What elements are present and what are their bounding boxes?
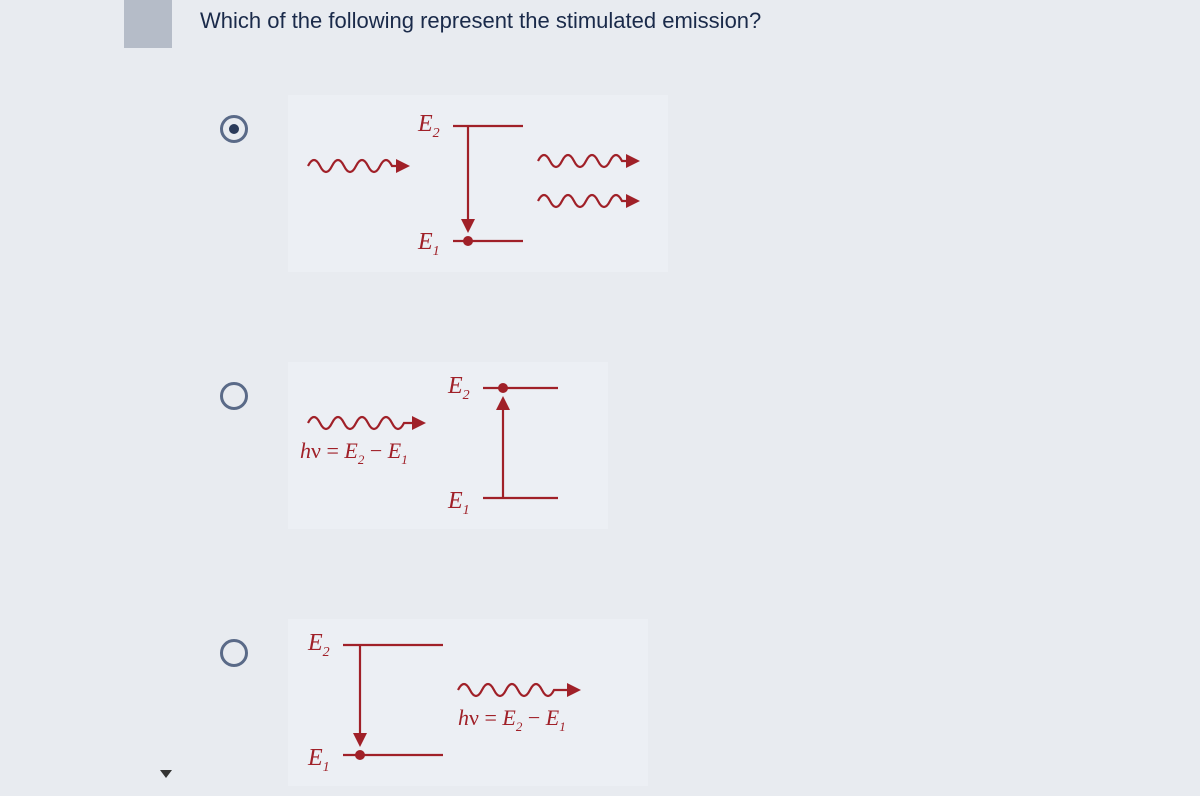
option-a[interactable]: E2 E1 <box>220 95 668 272</box>
radio-c[interactable] <box>220 639 248 667</box>
radio-b[interactable] <box>220 382 248 410</box>
label-e2: E2 <box>417 111 440 141</box>
option-c[interactable]: E2 E1 hν = E2 − E1 <box>220 619 668 786</box>
diagram-b: E2 E1 hν = E2 − E1 <box>288 362 608 529</box>
diagram-b-svg: E2 E1 hν = E2 − E1 <box>298 368 598 518</box>
label-e2: E2 <box>447 373 470 403</box>
label-hv: hν = E2 − E1 <box>458 705 566 734</box>
label-e1: E1 <box>307 745 330 775</box>
label-e2: E2 <box>307 630 330 660</box>
options-group: E2 E1 <box>220 95 668 796</box>
diagram-c: E2 E1 hν = E2 − E1 <box>288 619 648 786</box>
question-text: Which of the following represent the sti… <box>200 8 1160 34</box>
diagram-a: E2 E1 <box>288 95 668 272</box>
label-hv: hν = E2 − E1 <box>300 438 408 467</box>
diagram-a-svg: E2 E1 <box>298 101 658 261</box>
option-b[interactable]: E2 E1 hν = E2 − E1 <box>220 362 668 529</box>
scroll-down-caret-icon[interactable] <box>160 770 172 778</box>
radio-a[interactable] <box>220 115 248 143</box>
question-accent-bar <box>124 0 172 48</box>
label-e1: E1 <box>417 229 440 259</box>
label-e1: E1 <box>447 488 470 518</box>
question-area: Which of the following represent the sti… <box>200 8 1160 74</box>
diagram-c-svg: E2 E1 hν = E2 − E1 <box>298 625 638 775</box>
